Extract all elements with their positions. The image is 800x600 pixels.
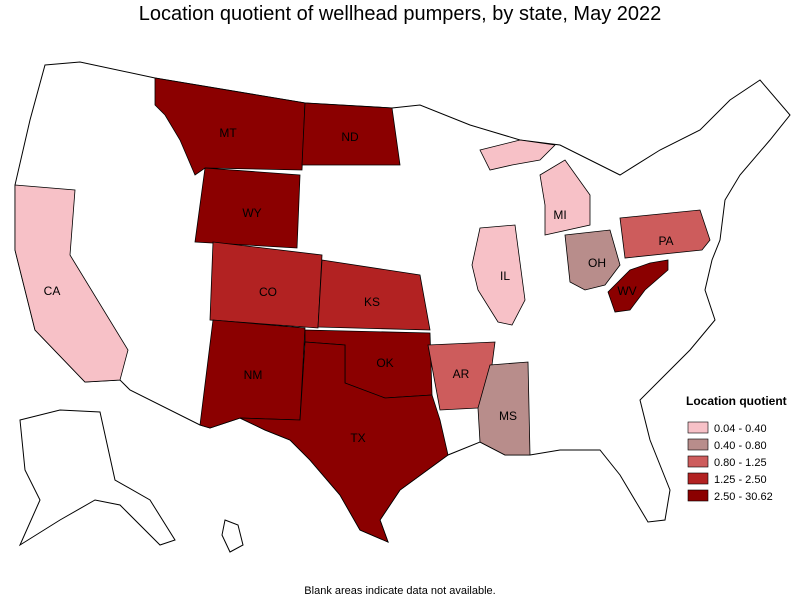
state-label: AR [453, 367, 470, 381]
state-label: CA [44, 284, 61, 298]
footnote: Blank areas indicate data not available. [304, 585, 495, 597]
state-label: OH [588, 256, 606, 270]
state-label: OK [376, 356, 393, 370]
legend-label: 0.40 - 0.80 [714, 440, 767, 452]
state-shape [301, 102, 401, 166]
state-label: WY [242, 206, 261, 220]
state-label: TX [350, 431, 365, 445]
state-label: PA [658, 234, 673, 248]
state-shape [239, 341, 449, 543]
legend-label: 0.80 - 1.25 [714, 457, 767, 469]
state-shape [471, 224, 526, 326]
state-shape [564, 229, 621, 291]
state-label: IL [500, 269, 510, 283]
state-label: MS [499, 409, 517, 423]
state-label: ND [341, 130, 359, 144]
map-title: Location quotient of wellhead pumpers, b… [139, 3, 662, 25]
state-shape [479, 139, 556, 171]
state-label: KS [364, 295, 380, 309]
state-label: MT [219, 126, 237, 140]
state-label: WV [617, 284, 636, 298]
legend-label: 0.04 - 0.40 [714, 423, 767, 435]
legend-swatch [687, 472, 709, 485]
state-shape [317, 259, 431, 331]
state-label: CO [259, 285, 277, 299]
legend-title: Location quotient [686, 394, 787, 408]
legend-label: 1.25 - 2.50 [714, 474, 767, 486]
state-shape [607, 259, 669, 313]
state-shape [477, 361, 531, 456]
state-label: MI [553, 208, 566, 222]
legend-swatch [687, 489, 709, 502]
legend-swatch [687, 455, 709, 468]
legend-swatch [687, 421, 709, 434]
state-label: NM [244, 368, 263, 382]
state-shape [209, 241, 323, 329]
hawaii-outline [221, 519, 244, 553]
legend-swatch [687, 438, 709, 451]
state-shape [14, 184, 129, 383]
state-shape [539, 159, 591, 236]
state-shape [619, 209, 711, 259]
alaska-outline [18, 409, 176, 547]
state-shape [194, 167, 301, 249]
legend-label: 2.50 - 30.62 [714, 491, 773, 503]
